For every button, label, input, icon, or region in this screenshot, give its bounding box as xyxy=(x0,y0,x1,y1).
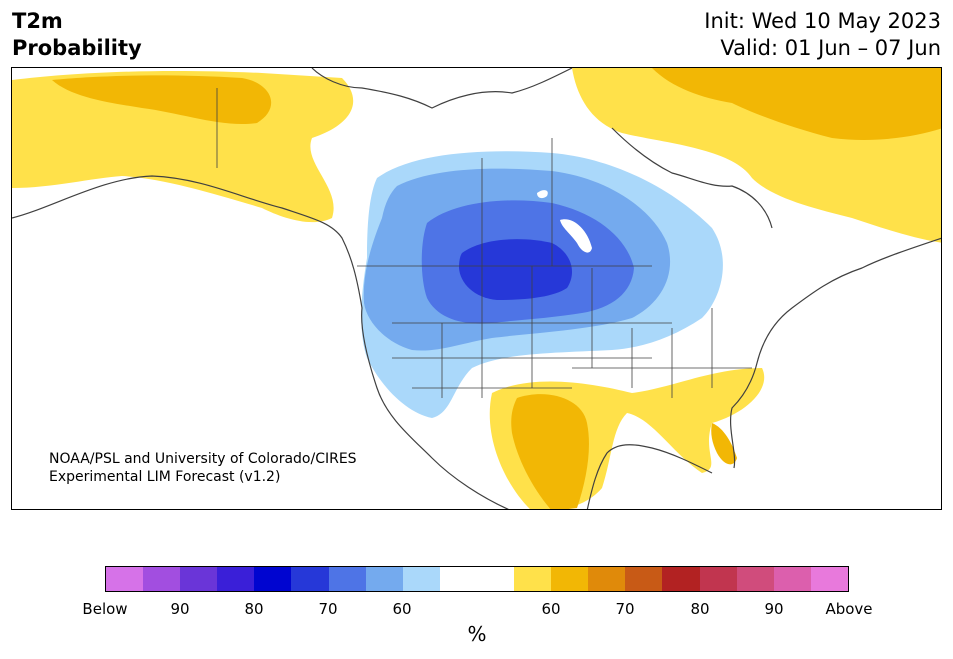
valid-range: Valid: 01 Jun – 07 Jun xyxy=(720,36,941,60)
colorbar-segment xyxy=(291,567,329,591)
colorbar-segment xyxy=(217,567,255,591)
colorbar-segment xyxy=(328,567,366,591)
colorbar-tick-label: Above xyxy=(825,600,873,618)
hot-region-alaska xyxy=(52,75,272,125)
hot-region-northeast xyxy=(652,68,941,140)
colorbar-tick-label: 60 xyxy=(392,600,412,618)
product-label: Probability xyxy=(12,36,142,60)
coastlines xyxy=(12,68,941,509)
lake-winnipeg xyxy=(560,219,592,253)
colorbar-tick-label: 70 xyxy=(615,600,635,618)
colorbar-segment xyxy=(551,567,589,591)
credit-line-1: NOAA/PSL and University of Colorado/CIRE… xyxy=(49,451,357,467)
colorbar-segment xyxy=(773,567,811,591)
colorbar-segment xyxy=(439,567,477,591)
colorbar-tick-label: 60 xyxy=(541,600,561,618)
colorbar-tick-label: 80 xyxy=(244,600,264,618)
colorbar-tick-label: 90 xyxy=(764,600,784,618)
credit-line-2: Experimental LIM Forecast (v1.2) xyxy=(49,469,281,485)
colorbar-tick-label: Below xyxy=(82,600,128,618)
colorbar-segment xyxy=(476,567,515,591)
credit-text: NOAA/PSL and University of Colorado/CIRE… xyxy=(49,450,357,486)
map-title: T2m Probability xyxy=(12,8,142,62)
colorbar-segment xyxy=(514,567,552,591)
colorbar-segment xyxy=(402,567,440,591)
colorbar-segment xyxy=(143,567,181,591)
init-date: Init: Wed 10 May 2023 xyxy=(704,9,941,33)
colorbar-segment xyxy=(106,567,144,591)
colorbar-segment xyxy=(736,567,774,591)
colorbar-segment xyxy=(588,567,626,591)
state-borders xyxy=(216,88,752,398)
forecast-map xyxy=(11,67,942,510)
colorbar-segment xyxy=(365,567,403,591)
map-canvas xyxy=(12,68,941,509)
colorbar-segment xyxy=(254,567,292,591)
hot-region-florida xyxy=(711,423,737,465)
lake-small xyxy=(537,190,548,199)
colorbar-unit: % xyxy=(467,622,487,646)
colorbar-segment xyxy=(180,567,218,591)
colorbar-segment xyxy=(662,567,700,591)
cold-region-90 xyxy=(459,239,572,300)
colorbar xyxy=(105,566,849,592)
colorbar-tick-label: 80 xyxy=(690,600,710,618)
colorbar-tick-label: 70 xyxy=(318,600,338,618)
colorbar-segment xyxy=(625,567,663,591)
variable-label: T2m xyxy=(12,9,63,33)
colorbar-tick-label: 90 xyxy=(170,600,190,618)
date-info: Init: Wed 10 May 2023 Valid: 01 Jun – 07… xyxy=(704,8,941,62)
colorbar-segment xyxy=(810,567,848,591)
colorbar-segment xyxy=(699,567,737,591)
hot-region-south xyxy=(511,394,589,509)
